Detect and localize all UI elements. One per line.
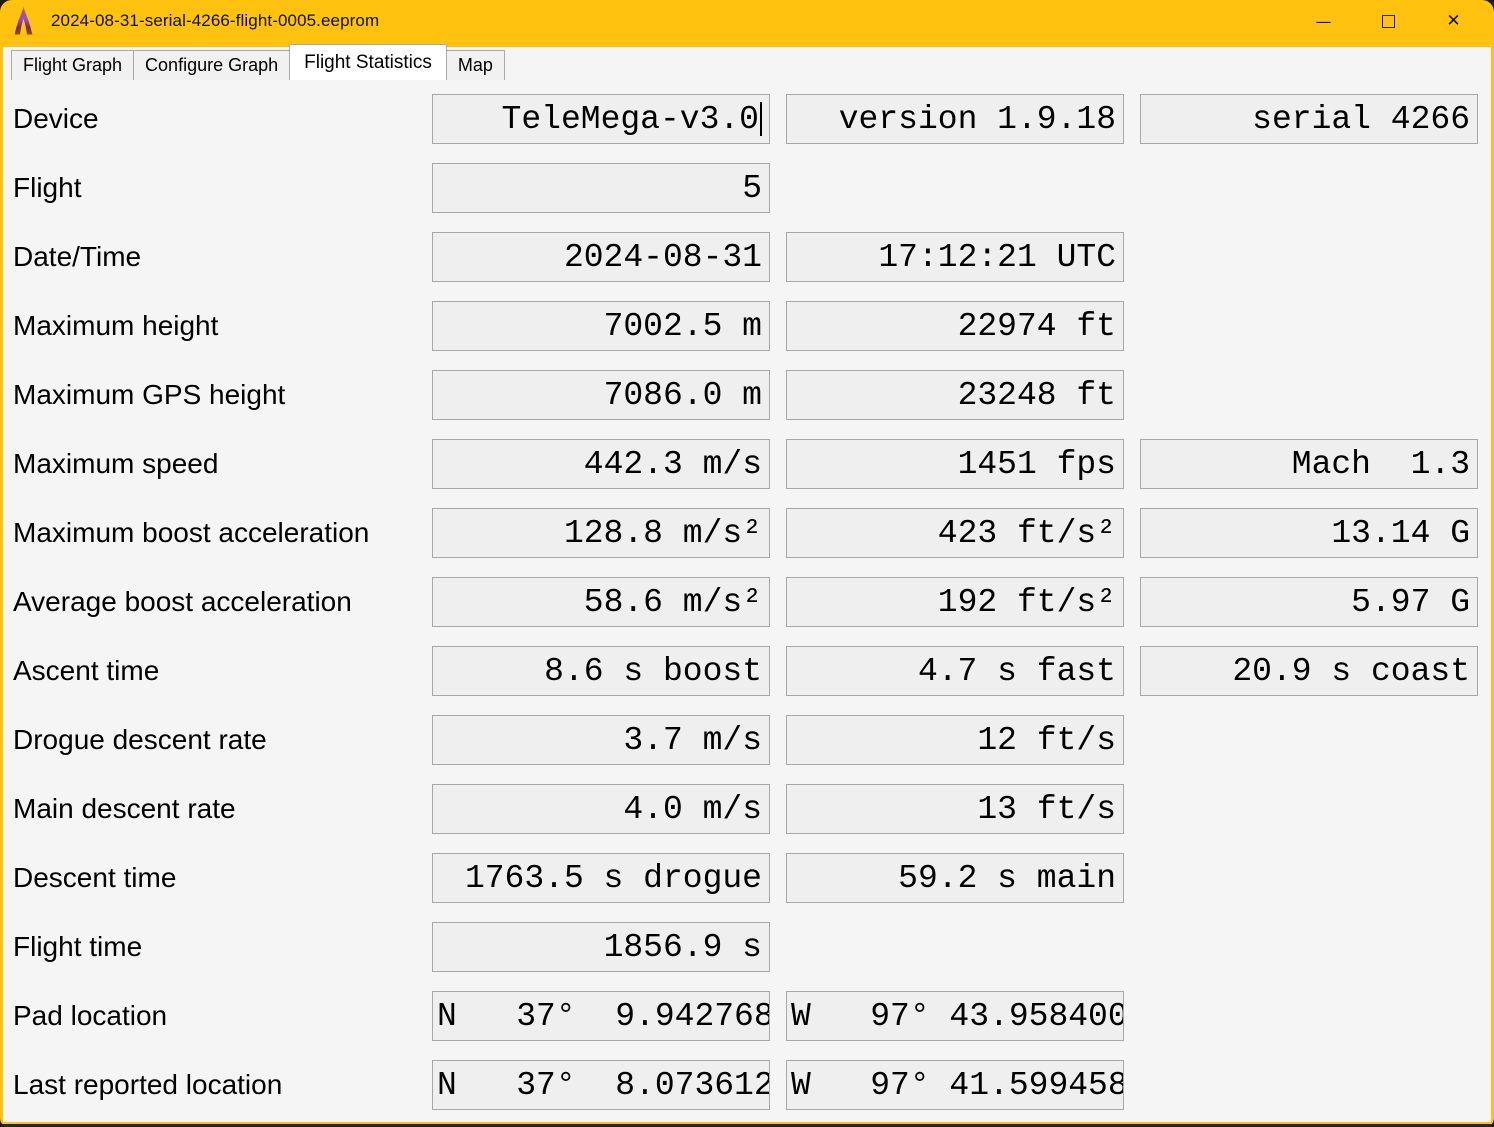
ascent-boost-time-field[interactable]: 8.6 s boost bbox=[432, 646, 770, 696]
stat-label: Flight time bbox=[13, 931, 143, 962]
pad-latitude-field[interactable]: N 37° 9.942768 bbox=[432, 991, 770, 1041]
max-boost-accel-g-field[interactable]: 13.14 G bbox=[1140, 508, 1478, 558]
stat-row-device: Device TeleMega-v3.0 version 1.9.18 seri… bbox=[3, 94, 1491, 144]
avg-boost-accel-g-field[interactable]: 5.97 G bbox=[1140, 577, 1478, 627]
stat-row-max-gps-height: Maximum GPS height 7086.0 m 23248 ft bbox=[3, 370, 1491, 420]
main-rate-imperial-field[interactable]: 13 ft/s bbox=[786, 784, 1124, 834]
stat-row-flight: Flight 5 bbox=[3, 163, 1491, 213]
tab-bar: Flight Graph Configure Graph Flight Stat… bbox=[3, 42, 1491, 80]
stat-row-flight-time: Flight time 1856.9 s bbox=[3, 922, 1491, 972]
stat-label: Date/Time bbox=[13, 241, 142, 272]
client-area: Flight Graph Configure Graph Flight Stat… bbox=[3, 42, 1491, 1122]
max-height-imperial-field[interactable]: 22974 ft bbox=[786, 301, 1124, 351]
descent-drogue-time-field[interactable]: 1763.5 s drogue bbox=[432, 853, 770, 903]
avg-boost-accel-imperial-field[interactable]: 192 ft/s² bbox=[786, 577, 1124, 627]
close-button[interactable]: ✕ bbox=[1446, 11, 1461, 31]
tab-flight-graph[interactable]: Flight Graph bbox=[11, 50, 135, 80]
stat-label: Maximum speed bbox=[13, 448, 219, 479]
max-gps-height-imperial-field[interactable]: 23248 ft bbox=[786, 370, 1124, 420]
ascent-fast-time-field[interactable]: 4.7 s fast bbox=[786, 646, 1124, 696]
device-name-field[interactable]: TeleMega-v3.0 bbox=[432, 94, 770, 144]
serial-number-field[interactable]: serial 4266 bbox=[1140, 94, 1478, 144]
flight-statistics-panel: Device TeleMega-v3.0 version 1.9.18 seri… bbox=[3, 80, 1491, 1110]
tab-configure-graph[interactable]: Configure Graph bbox=[133, 50, 291, 80]
stat-label: Maximum height bbox=[13, 310, 219, 341]
firmware-version-field[interactable]: version 1.9.18 bbox=[786, 94, 1124, 144]
stat-label: Main descent rate bbox=[13, 793, 236, 824]
max-boost-accel-metric-field[interactable]: 128.8 m/s² bbox=[432, 508, 770, 558]
max-speed-mach-field[interactable]: Mach 1.3 bbox=[1140, 439, 1478, 489]
flight-time-field[interactable]: 1856.9 s bbox=[432, 922, 770, 972]
stat-row-datetime: Date/Time 2024-08-31 17:12:21 UTC bbox=[3, 232, 1491, 282]
tab-flight-statistics[interactable]: Flight Statistics bbox=[289, 44, 447, 80]
ascent-coast-time-field[interactable]: 20.9 s coast bbox=[1140, 646, 1478, 696]
window-controls: — □ ✕ bbox=[1291, 0, 1494, 42]
stat-label: Maximum boost acceleration bbox=[13, 517, 370, 548]
drogue-rate-metric-field[interactable]: 3.7 m/s bbox=[432, 715, 770, 765]
stat-row-max-speed: Maximum speed 442.3 m/s 1451 fps Mach 1.… bbox=[3, 439, 1491, 489]
altus-metrum-logo-icon bbox=[14, 7, 33, 35]
max-height-metric-field[interactable]: 7002.5 m bbox=[432, 301, 770, 351]
stat-label: Descent time bbox=[13, 862, 177, 893]
stat-row-pad-location: Pad location N 37° 9.942768 W 97° 43.958… bbox=[3, 991, 1491, 1041]
drogue-rate-imperial-field[interactable]: 12 ft/s bbox=[786, 715, 1124, 765]
text-caret bbox=[760, 102, 762, 136]
time-field[interactable]: 17:12:21 UTC bbox=[786, 232, 1124, 282]
window-bottom-edge bbox=[0, 1124, 1494, 1127]
stat-row-max-height: Maximum height 7002.5 m 22974 ft bbox=[3, 301, 1491, 351]
date-field[interactable]: 2024-08-31 bbox=[432, 232, 770, 282]
minimize-button[interactable]: — bbox=[1315, 11, 1332, 31]
descent-main-time-field[interactable]: 59.2 s main bbox=[786, 853, 1124, 903]
main-rate-metric-field[interactable]: 4.0 m/s bbox=[432, 784, 770, 834]
max-boost-accel-imperial-field[interactable]: 423 ft/s² bbox=[786, 508, 1124, 558]
stat-row-max-boost-accel: Maximum boost acceleration 128.8 m/s² 42… bbox=[3, 508, 1491, 558]
stat-row-drogue-descent-rate: Drogue descent rate 3.7 m/s 12 ft/s bbox=[3, 715, 1491, 765]
flight-number-field[interactable]: 5 bbox=[432, 163, 770, 213]
pad-longitude-field[interactable]: W 97° 43.958400 bbox=[786, 991, 1124, 1041]
stat-label: Maximum GPS height bbox=[13, 379, 286, 410]
stat-row-main-descent-rate: Main descent rate 4.0 m/s 13 ft/s bbox=[3, 784, 1491, 834]
stat-label: Flight bbox=[13, 172, 82, 203]
stat-row-last-reported-location: Last reported location N 37° 8.073612 W … bbox=[3, 1060, 1491, 1110]
tab-map[interactable]: Map bbox=[445, 50, 505, 80]
max-gps-height-metric-field[interactable]: 7086.0 m bbox=[432, 370, 770, 420]
last-longitude-field[interactable]: W 97° 41.599458 bbox=[786, 1060, 1124, 1110]
max-speed-metric-field[interactable]: 442.3 m/s bbox=[432, 439, 770, 489]
max-speed-imperial-field[interactable]: 1451 fps bbox=[786, 439, 1124, 489]
stat-row-avg-boost-accel: Average boost acceleration 58.6 m/s² 192… bbox=[3, 577, 1491, 627]
title-bar[interactable]: 2024-08-31-serial-4266-flight-0005.eepro… bbox=[0, 0, 1494, 42]
avg-boost-accel-metric-field[interactable]: 58.6 m/s² bbox=[432, 577, 770, 627]
stat-label: Pad location bbox=[13, 1000, 168, 1031]
stat-label: Drogue descent rate bbox=[13, 724, 267, 755]
last-latitude-field[interactable]: N 37° 8.073612 bbox=[432, 1060, 770, 1110]
stat-row-descent-time: Descent time 1763.5 s drogue 59.2 s main bbox=[3, 853, 1491, 903]
window-title: 2024-08-31-serial-4266-flight-0005.eepro… bbox=[51, 11, 380, 30]
stat-label: Ascent time bbox=[13, 655, 160, 686]
stat-label: Average boost acceleration bbox=[13, 586, 352, 617]
maximize-button[interactable]: □ bbox=[1380, 11, 1397, 31]
stat-label: Last reported location bbox=[13, 1069, 283, 1100]
stat-label: Device bbox=[13, 103, 99, 134]
stat-row-ascent-time: Ascent time 8.6 s boost 4.7 s fast 20.9 … bbox=[3, 646, 1491, 696]
